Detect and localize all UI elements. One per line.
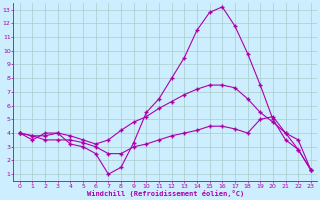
X-axis label: Windchill (Refroidissement éolien,°C): Windchill (Refroidissement éolien,°C) (87, 190, 244, 197)
